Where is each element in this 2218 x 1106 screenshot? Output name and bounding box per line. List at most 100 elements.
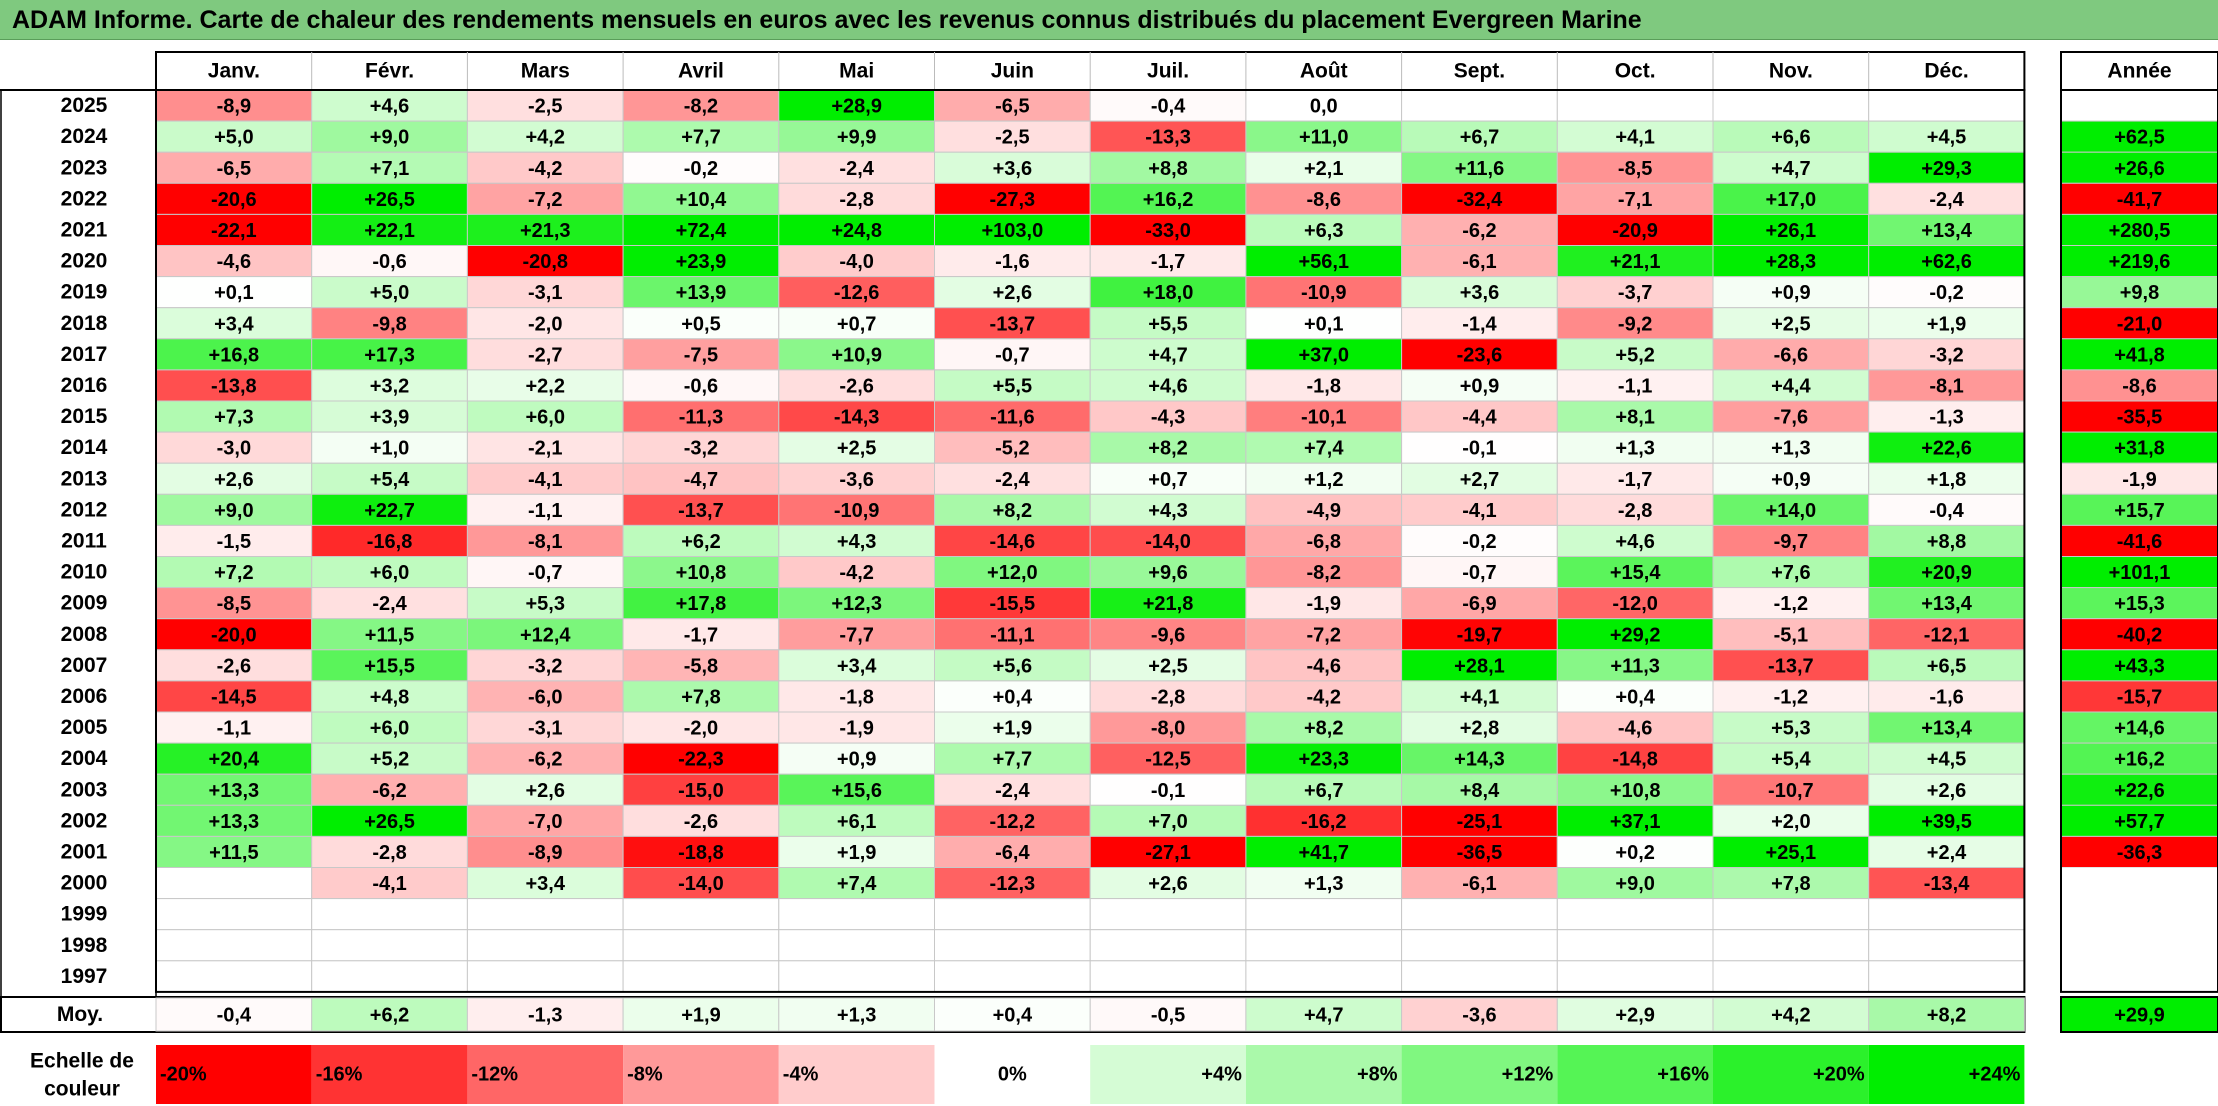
heatmap-cell: [1556, 587, 1714, 620]
heatmap-cell-value: +6,3: [1304, 220, 1343, 242]
average-row-label: Moy.: [57, 1003, 103, 1026]
annual-cell: [2060, 120, 2218, 153]
heatmap-cell-value: +16,8: [209, 344, 260, 366]
year-label: 2011: [61, 529, 107, 552]
heatmap-cell-value: +9,9: [837, 127, 876, 149]
heatmap-cell-value: +2,6: [214, 469, 253, 491]
heatmap-cell-value: -2,5: [528, 96, 562, 118]
annual-cell-value: -41,6: [2117, 531, 2163, 553]
heatmap-cell-value: +13,4: [1921, 593, 1972, 615]
annual-cell: [2060, 524, 2218, 558]
heatmap-cell-value: +2,6: [1148, 873, 1187, 895]
heatmap-cell-value: -4,6: [217, 251, 251, 273]
heatmap-cell: [155, 400, 313, 433]
heatmap-cell-value: +2,8: [1460, 718, 1499, 740]
annual-cell-value: +15,3: [2114, 593, 2165, 615]
annual-cell: [2060, 587, 2218, 620]
heatmap-cell: [622, 182, 780, 215]
heatmap-cell-value: +4,5: [1927, 127, 1966, 149]
heatmap-cell-value: -8,9: [528, 842, 562, 864]
heatmap-cell-value: 0,0: [1310, 96, 1338, 118]
heatmap-cell-value: -13,7: [678, 500, 724, 522]
heatmap-cell: [934, 835, 1091, 869]
scale-swatch: [467, 1045, 624, 1104]
scale-swatch: [934, 1045, 1091, 1104]
heatmap-cell-value: +5,3: [526, 593, 565, 615]
heatmap-cell: [1089, 276, 1247, 309]
heatmap-cell-value: +0,7: [1148, 469, 1187, 491]
heatmap-cell-value: -20,0: [211, 624, 257, 646]
heatmap-cell: [155, 711, 313, 744]
heatmap-cell-value: +37,1: [1610, 811, 1661, 833]
heatmap-cell-value: +7,4: [837, 873, 877, 895]
heatmap-cell-value: +22,1: [364, 220, 415, 242]
heatmap-cell: [1868, 307, 2025, 340]
heatmap-cell-value: +2,7: [1460, 469, 1499, 491]
heatmap-cell-value: -2,1: [528, 438, 562, 460]
heatmap-cell: [1401, 182, 1558, 215]
average-cell-value: -0,4: [217, 1005, 252, 1027]
heatmap-cell: [466, 338, 624, 371]
scale-swatch-label: -8%: [627, 1064, 663, 1086]
year-label: 2017: [61, 343, 108, 366]
heatmap-cell-value: +5,0: [370, 282, 409, 304]
year-label: 2018: [61, 312, 108, 335]
heatmap-cell: [311, 773, 468, 806]
heatmap-cell-value: +28,1: [1454, 655, 1505, 677]
average-annual-cell: [2060, 996, 2218, 1033]
heatmap-cell: [155, 276, 313, 309]
annual-cell: [2061, 90, 2218, 122]
heatmap-cell: [934, 960, 1091, 993]
heatmap-cell-value: -4,6: [1618, 718, 1652, 740]
heatmap-cell-value: -1,9: [839, 718, 873, 740]
heatmap-cell-value: -0,2: [684, 158, 718, 180]
year-label: 2022: [61, 187, 108, 210]
heatmap-cell-value: +4,6: [1615, 531, 1654, 553]
heatmap-cell: [622, 929, 780, 962]
heatmap-cell: [1712, 89, 1870, 122]
heatmap-cell-value: -1,7: [1618, 469, 1652, 491]
heatmap-cell: [1556, 338, 1714, 371]
heatmap-cell-value: +6,0: [370, 718, 409, 740]
heatmap-cell: [1245, 276, 1403, 309]
heatmap-cell-value: -11,1: [990, 624, 1034, 646]
heatmap-cell-value: +20,4: [209, 749, 260, 771]
heatmap-cell-value: +7,0: [1148, 811, 1187, 833]
heatmap-cell-value: +1,3: [1771, 438, 1810, 460]
heatmap-cell-value: -6,0: [528, 686, 562, 708]
heatmap-cell: [1089, 89, 1247, 122]
heatmap-cell: [1868, 369, 2025, 402]
scale-swatch: [1557, 1045, 1713, 1104]
year-label: 2021: [61, 218, 108, 241]
heatmap-cell-value: -2,4: [995, 469, 1030, 491]
year-label: 2003: [61, 778, 108, 801]
year-label: 2001: [61, 840, 108, 863]
heatmap-cell: [1245, 773, 1403, 806]
heatmap-cell: [778, 742, 935, 775]
annual-cell: [2061, 929, 2218, 961]
heatmap-cell: [155, 587, 313, 620]
heatmap-cell: [155, 929, 313, 962]
heatmap-cell-value: -6,1: [1462, 873, 1496, 895]
heatmap-cell: [1089, 742, 1247, 775]
heatmap-cell: [155, 431, 313, 464]
heatmap-cell: [1556, 711, 1714, 744]
heatmap-cell: [1401, 524, 1558, 558]
scale-label-line2: couleur: [44, 1078, 120, 1101]
heatmap-cell-value: +29,2: [1610, 624, 1661, 646]
heatmap-cell-value: -27,1: [1145, 842, 1191, 864]
heatmap-cell: [311, 680, 468, 713]
heatmap-cell: [311, 867, 468, 900]
year-label: 2019: [61, 281, 108, 304]
heatmap-cell-value: -8,2: [1307, 562, 1341, 584]
heatmap-cell-value: +29,3: [1921, 158, 1972, 180]
annual-cell-value: -36,3: [2117, 842, 2163, 864]
heatmap-cell-value: -8,9: [217, 96, 251, 118]
heatmap-cell-value: +3,6: [993, 158, 1032, 180]
heatmap-cell-value: -1,1: [528, 500, 562, 522]
year-label: 2015: [61, 405, 108, 428]
heatmap-cell: [778, 556, 935, 589]
heatmap-cell: [1089, 400, 1247, 433]
heatmap-cell: [311, 276, 468, 309]
heatmap-cell: [466, 245, 624, 278]
